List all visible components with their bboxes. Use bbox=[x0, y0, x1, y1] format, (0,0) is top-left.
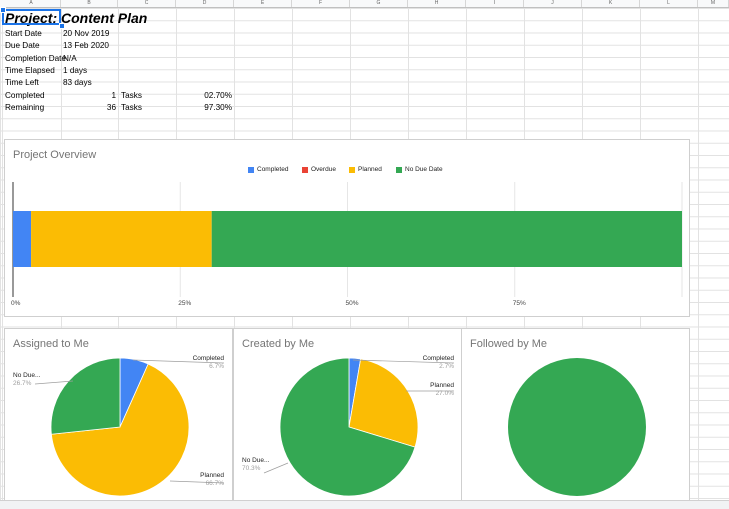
chart-title: Created by Me bbox=[242, 338, 315, 350]
legend-swatch bbox=[302, 166, 308, 173]
followed-pie bbox=[508, 358, 646, 496]
created-pie bbox=[263, 357, 455, 497]
time-left-label[interactable]: Time Left bbox=[5, 78, 39, 87]
pie-slice-no-due-date[interactable] bbox=[50, 357, 121, 435]
pie-slice-planned[interactable] bbox=[50, 363, 190, 497]
legend-swatch bbox=[248, 166, 254, 173]
assigned-pie bbox=[34, 357, 225, 497]
remaining-unit[interactable]: Tasks bbox=[121, 103, 142, 112]
column-header-b[interactable]: B bbox=[61, 0, 118, 7]
grid-col-line bbox=[2, 8, 3, 508]
column-header-m[interactable]: M bbox=[698, 0, 729, 7]
pie-leader-line bbox=[263, 462, 289, 474]
time-left-value[interactable]: 83 days bbox=[63, 78, 92, 87]
slice-pct: 70.3% bbox=[242, 465, 261, 472]
x-tick-label: 50% bbox=[345, 300, 359, 307]
x-tick-label: 25% bbox=[178, 300, 192, 307]
completed-pct[interactable]: 02.70% bbox=[204, 91, 232, 100]
column-header-a[interactable]: A bbox=[2, 0, 61, 7]
slice-pct: 2.7% bbox=[439, 363, 454, 370]
slice-label: No Due... bbox=[13, 372, 41, 379]
chart-title: Followed by Me bbox=[470, 338, 548, 350]
created-by-me-chart[interactable]: Created by Me Completed 2.7% Planned 27.… bbox=[233, 328, 462, 504]
grid-col-line bbox=[698, 8, 699, 508]
legend-label: Planned bbox=[358, 166, 382, 173]
followed-by-me-chart[interactable]: Followed by Me bbox=[461, 328, 690, 504]
completed-count[interactable]: 1 bbox=[111, 91, 116, 100]
legend-item-planned: Planned bbox=[349, 166, 382, 173]
selection-handle[interactable] bbox=[0, 7, 6, 13]
slice-pct: 6.7% bbox=[209, 363, 224, 370]
time-elapsed-label[interactable]: Time Elapsed bbox=[5, 66, 55, 75]
x-tick-label: 0% bbox=[11, 300, 21, 307]
start-date-label[interactable]: Start Date bbox=[5, 29, 42, 38]
column-header-f[interactable]: F bbox=[292, 0, 350, 7]
bar-segment-planned[interactable] bbox=[31, 211, 212, 267]
chart-title: Assigned to Me bbox=[13, 338, 89, 350]
slice-pct: 27.0% bbox=[435, 390, 454, 397]
selection-handle[interactable] bbox=[59, 23, 65, 29]
legend-label: Completed bbox=[257, 166, 289, 173]
sheet-tab-bar bbox=[0, 500, 729, 509]
sheet-title-cell[interactable]: Project: Content Plan bbox=[5, 10, 148, 26]
completed-label[interactable]: Completed bbox=[5, 91, 45, 100]
legend-swatch bbox=[349, 166, 355, 173]
pie-label-completed: Completed 2.7% bbox=[414, 355, 454, 371]
due-date-value[interactable]: 13 Feb 2020 bbox=[63, 41, 109, 50]
pie-leader-line bbox=[132, 359, 225, 364]
column-header-d[interactable]: D bbox=[176, 0, 234, 7]
column-header-g[interactable]: G bbox=[350, 0, 408, 7]
pie-label-completed: Completed 6.7% bbox=[184, 355, 224, 371]
cell-selection bbox=[2, 9, 61, 25]
legend-item-completed: Completed bbox=[248, 166, 288, 173]
slice-label: Completed bbox=[422, 355, 454, 362]
pie-slice-no-due-date[interactable] bbox=[279, 357, 416, 497]
remaining-label[interactable]: Remaining bbox=[5, 103, 45, 112]
assigned-to-me-chart[interactable]: Assigned to Me Completed 6.7% Planned 66… bbox=[4, 328, 233, 504]
remaining-pct[interactable]: 97.30% bbox=[204, 103, 232, 112]
pie-leader-line bbox=[169, 480, 225, 484]
overview-plot bbox=[12, 182, 683, 297]
completion-date-value[interactable]: N/A bbox=[63, 54, 77, 63]
bar-segment-no-due-date[interactable] bbox=[211, 211, 682, 267]
slice-label: No Due... bbox=[242, 457, 270, 464]
bar-segment-completed[interactable] bbox=[13, 211, 32, 267]
slice-pct: 66.7% bbox=[205, 480, 224, 487]
due-date-label[interactable]: Due Date bbox=[5, 41, 40, 50]
slice-label: Planned bbox=[200, 472, 224, 479]
time-elapsed-value[interactable]: 1 days bbox=[63, 66, 88, 75]
pie-leader-line bbox=[34, 380, 74, 385]
column-header-k[interactable]: K bbox=[582, 0, 640, 7]
slice-pct: 26.7% bbox=[13, 380, 32, 387]
legend-swatch bbox=[396, 166, 402, 173]
column-header-l[interactable]: L bbox=[640, 0, 698, 7]
column-header-e[interactable]: E bbox=[234, 0, 292, 7]
pie-leader-line bbox=[352, 359, 455, 364]
legend-label: No Due Date bbox=[405, 166, 443, 173]
completion-date-label[interactable]: Completion Date bbox=[5, 54, 66, 63]
slice-label: Planned bbox=[430, 382, 454, 389]
legend-label: Overdue bbox=[311, 166, 336, 173]
completed-unit[interactable]: Tasks bbox=[121, 91, 142, 100]
pie-label-planned: Planned 66.7% bbox=[184, 472, 224, 488]
column-header-c[interactable]: C bbox=[118, 0, 176, 7]
x-tick-label: 75% bbox=[512, 300, 526, 307]
legend-item-overdue: Overdue bbox=[302, 166, 336, 173]
column-header-i[interactable]: I bbox=[466, 0, 524, 7]
chart-title: Project Overview bbox=[13, 149, 97, 161]
column-header-j[interactable]: J bbox=[524, 0, 582, 7]
slice-label: Completed bbox=[192, 355, 224, 362]
remaining-count[interactable]: 36 bbox=[106, 103, 116, 112]
pie-slice-no-due-date[interactable] bbox=[508, 358, 646, 496]
start-date-value[interactable]: 20 Nov 2019 bbox=[63, 29, 110, 38]
legend-item-no-due-date: No Due Date bbox=[396, 166, 443, 173]
pie-label-no-due: No Due... 70.3% bbox=[242, 457, 269, 473]
project-overview-chart[interactable]: Project Overview Completed Overdue Plann… bbox=[4, 139, 690, 317]
pie-label-planned: Planned 27.0% bbox=[414, 382, 454, 398]
pie-label-no-due: No Due... 26.7% bbox=[13, 372, 40, 388]
column-header-h[interactable]: H bbox=[408, 0, 466, 7]
